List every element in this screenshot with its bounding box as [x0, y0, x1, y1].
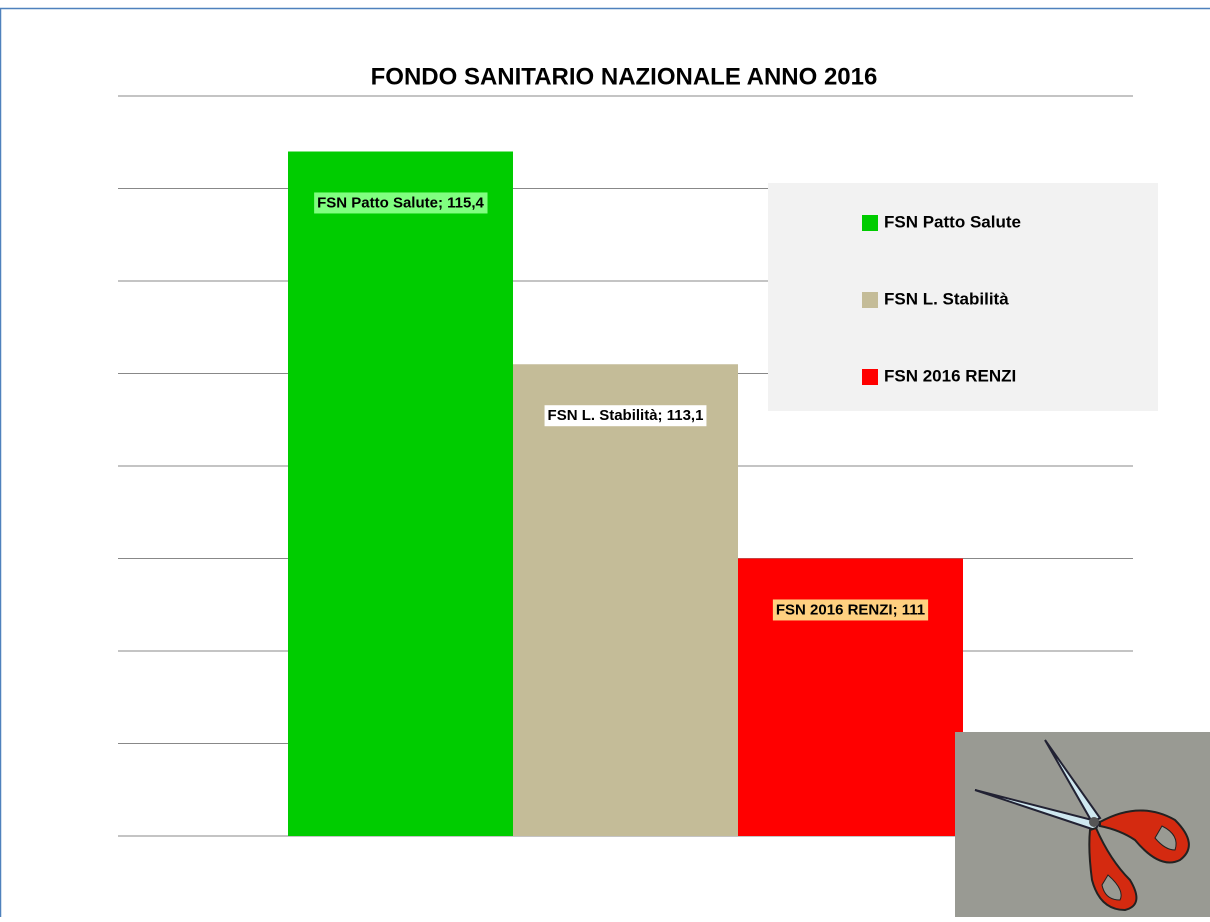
- chart: FONDO SANITARIO NAZIONALE ANNO 2016 FSN …: [0, 0, 1210, 917]
- legend-label: FSN 2016 RENZI: [884, 366, 1016, 385]
- data-label: FSN Patto Salute; 115,4: [317, 194, 484, 211]
- bar: [513, 364, 738, 836]
- legend-label: FSN Patto Salute: [884, 212, 1021, 231]
- legend-swatch: [862, 215, 878, 231]
- data-label: FSN L. Stabilità; 113,1: [548, 407, 704, 424]
- scissors-image: [955, 732, 1210, 917]
- chart-title: FONDO SANITARIO NAZIONALE ANNO 2016: [371, 63, 878, 90]
- legend-swatch: [862, 292, 878, 308]
- bar: [288, 152, 513, 837]
- data-label: FSN 2016 RENZI; 111: [776, 601, 925, 618]
- legend-swatch: [862, 369, 878, 385]
- legend-label: FSN L. Stabilità: [884, 289, 1009, 308]
